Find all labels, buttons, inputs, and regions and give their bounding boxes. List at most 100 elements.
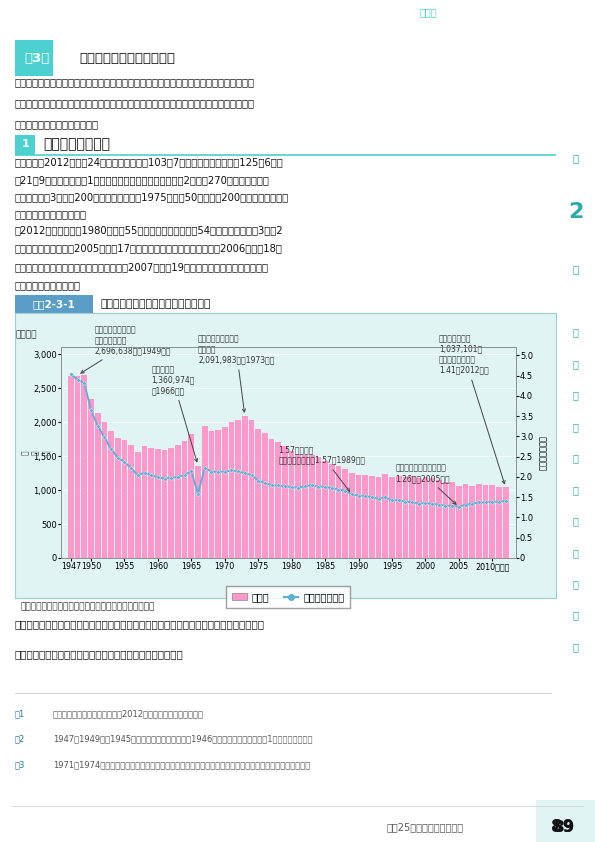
- Text: ラ: ラ: [573, 485, 578, 495]
- Bar: [242, 416, 248, 558]
- Text: 1.57ショック
・合計特殊出生率1.57（1989年）: 1.57ショック ・合計特殊出生率1.57（1989年）: [278, 445, 365, 492]
- Bar: [82, 375, 87, 558]
- Bar: [302, 455, 308, 558]
- Text: コ: コ: [573, 579, 578, 589]
- Text: 資料：厚生労働省大臣官房統計情報部「人口動態統計」: 資料：厚生労働省大臣官房統計情報部「人口動態統計」: [20, 603, 155, 611]
- Bar: [255, 429, 261, 558]
- Text: この出生数の減少の要因として、親世代の人口規模の減少や未婚率の上昇などとともに: この出生数の減少の要因として、親世代の人口規模の減少や未婚率の上昇などとともに: [15, 619, 265, 629]
- Text: ＊1: ＊1: [15, 709, 25, 718]
- Text: 前節では、若者の結婚に関する意識について見てきたが、ここでは少子化のもう一つの: 前節では、若者の結婚に関する意識について見てきたが、ここでは少子化のもう一つの: [15, 77, 255, 88]
- Bar: [416, 478, 422, 558]
- Bar: [389, 477, 395, 558]
- Text: 2: 2: [568, 202, 583, 221]
- Text: ひのえうま
1,360,974人
（1966年）: ひのえうま 1,360,974人 （1966年）: [151, 365, 198, 461]
- Bar: [476, 484, 482, 558]
- Bar: [15, 135, 36, 155]
- Text: 回る状況が続いている。: 回る状況が続いている。: [15, 280, 81, 290]
- Bar: [168, 448, 174, 558]
- Bar: [88, 399, 94, 558]
- Bar: [336, 466, 342, 558]
- Text: 多: 多: [573, 328, 578, 338]
- Text: 第二次ベビーブーム
・出生数
2,091,983人（1973年）: 第二次ベビーブーム ・出生数 2,091,983人（1973年）: [198, 334, 274, 412]
- Bar: [376, 477, 381, 558]
- Text: 若者の意識を探る: 若者の意識を探る: [491, 7, 544, 17]
- Text: 第一次ベビーブーム
・最高の出生数
2,696,638人（1949年）: 第一次ベビーブーム ・最高の出生数 2,696,638人（1949年）: [81, 326, 171, 373]
- Bar: [422, 477, 428, 558]
- Y-axis label: 合計特殊出生率: 合計特殊出生率: [538, 435, 547, 470]
- Bar: [189, 434, 194, 558]
- Legend: 出生数, 合計特殊出生率: 出生数, 合計特殊出生率: [226, 586, 350, 608]
- Bar: [135, 451, 140, 558]
- Bar: [195, 466, 201, 558]
- Text: ＊3: ＊3: [15, 759, 25, 769]
- Text: に、夫婦の出生力の低下が影響していると指摘されている。: に、夫婦の出生力の低下が影響していると指摘されている。: [15, 649, 184, 659]
- Bar: [469, 486, 475, 558]
- Bar: [129, 445, 134, 558]
- Bar: [148, 447, 154, 558]
- Bar: [282, 446, 288, 558]
- Text: 子どもの数の減少: 子どもの数の減少: [43, 137, 110, 152]
- Bar: [383, 474, 388, 558]
- Bar: [182, 441, 187, 558]
- Text: ・最低の合計特殊出生率
1.26　（2005年）: ・最低の合計特殊出生率 1.26 （2005年）: [395, 464, 456, 504]
- Text: ビーブーム＊3には約200万人であったが、1975（昭和50）年には200万人を割り込み、: ビーブーム＊3には約200万人であったが、1975（昭和50）年には200万人を…: [15, 192, 289, 202]
- Text: 様: 様: [573, 359, 578, 369]
- Bar: [490, 485, 495, 558]
- Bar: [443, 482, 448, 558]
- Text: ・最近の出生数
1,037,101人
・合計特殊出生率
1.41（2012年）: ・最近の出生数 1,037,101人 ・合計特殊出生率 1.41（2012年）: [439, 334, 505, 484]
- Bar: [289, 450, 295, 558]
- Text: 萬
件
出: 萬 件 出: [21, 450, 51, 455]
- Bar: [483, 485, 488, 558]
- Bar: [222, 427, 228, 558]
- Text: 2012年の出生数を1980（昭和55）年と比較すると、約54万人減っておよそ3分の2: 2012年の出生数を1980（昭和55）年と比較すると、約54万人減っておよそ3…: [15, 225, 283, 235]
- Text: イ: イ: [573, 516, 578, 526]
- Text: 程度に減少している。2005（平成17）年に出生数が死亡数を下回り、2006（平成18）: 程度に減少している。2005（平成17）年に出生数が死亡数を下回り、2006（平…: [15, 243, 283, 253]
- Bar: [436, 480, 441, 558]
- Text: す: す: [573, 422, 578, 432]
- Text: 89: 89: [551, 818, 574, 836]
- Bar: [356, 475, 361, 558]
- Text: 我が国の2012（平成24）年の出生数は約103万7千人であり、死亡数の125万6千人: 我が国の2012（平成24）年の出生数は約103万7千人であり、死亡数の125万…: [15, 157, 284, 168]
- Text: フ: フ: [573, 547, 578, 557]
- Text: ー: ー: [573, 610, 578, 621]
- Text: る: る: [573, 453, 578, 463]
- Bar: [315, 456, 321, 558]
- Text: 第: 第: [572, 152, 579, 163]
- Bar: [349, 473, 355, 558]
- Bar: [108, 431, 114, 558]
- Bar: [449, 482, 455, 558]
- Text: 出産・子育てに関する意識: 出産・子育てに関する意識: [80, 51, 176, 65]
- Bar: [142, 445, 148, 558]
- Bar: [536, 800, 595, 842]
- Bar: [275, 442, 281, 558]
- Text: 1947～1949年。1945年に太平洋戦争が終結し、1946年に本格化した最初の約1年後から起きる。: 1947～1949年。1945年に太平洋戦争が終結し、1946年に本格化した最初…: [53, 734, 312, 743]
- Text: 出生数及び合計特殊出生率の年次推移: 出生数及び合計特殊出生率の年次推移: [101, 299, 211, 309]
- Text: 図表2-3-1: 図表2-3-1: [33, 299, 75, 309]
- Bar: [503, 488, 509, 558]
- Bar: [208, 431, 214, 558]
- Bar: [95, 413, 101, 558]
- Bar: [342, 469, 348, 558]
- Bar: [296, 454, 301, 558]
- Bar: [262, 434, 268, 558]
- Text: 1: 1: [21, 140, 29, 149]
- Bar: [396, 476, 402, 558]
- Bar: [369, 476, 375, 558]
- Text: （千人）: （千人）: [15, 330, 37, 339]
- Bar: [15, 295, 93, 313]
- Text: 89: 89: [553, 820, 575, 834]
- Text: 要因である夫婦の出生力の低下を踏まえつつ、子どもを持つことや子育てについての若者: 要因である夫婦の出生力の低下を踏まえつつ、子どもを持つことや子育てについての若者: [15, 98, 255, 108]
- Bar: [269, 439, 274, 558]
- Text: 年にはわずかに出生数が上回ったものの、2007（平成19）年からは出生数が死亡数を下: 年にはわずかに出生数が上回ったものの、2007（平成19）年からは出生数が死亡数…: [15, 262, 269, 272]
- Bar: [235, 419, 241, 558]
- Bar: [362, 475, 368, 558]
- Bar: [496, 487, 502, 558]
- Bar: [121, 440, 127, 558]
- Bar: [75, 376, 80, 558]
- Bar: [102, 422, 107, 558]
- Bar: [202, 426, 208, 558]
- Text: を21万9千人下回った＊1。出生数は第一次ベビーブーム＊2には約270万人、第二次ベ: を21万9千人下回った＊1。出生数は第一次ベビーブーム＊2には約270万人、第二…: [15, 175, 270, 185]
- Text: ＊2: ＊2: [15, 734, 25, 743]
- Bar: [15, 40, 53, 76]
- Bar: [329, 464, 334, 558]
